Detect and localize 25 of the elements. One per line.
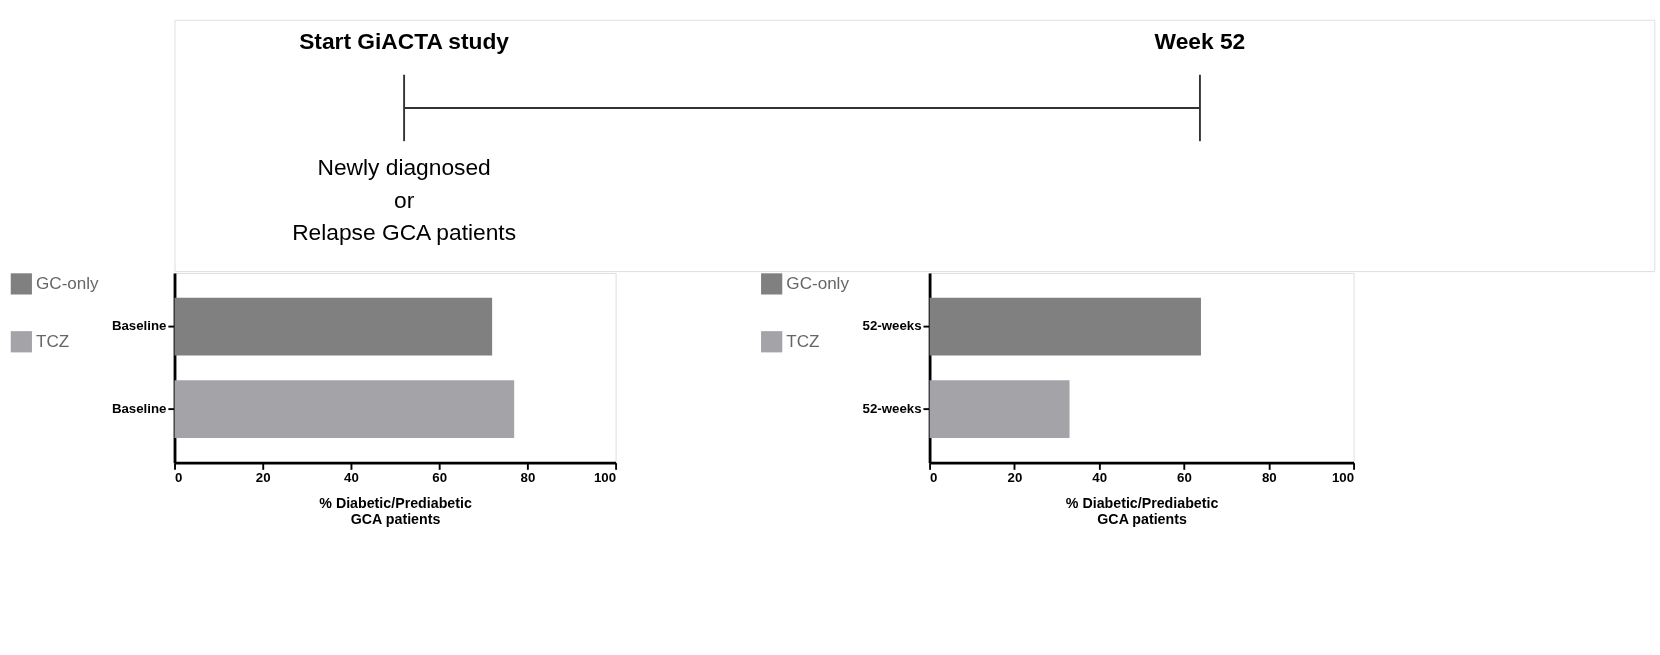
x-tick-label: 80 [520, 470, 536, 486]
x-tick-label: 40 [1092, 470, 1108, 486]
y-tick-label: Baseline [111, 318, 167, 334]
x-tick-label: 20 [1007, 470, 1023, 486]
x-tick-label: 20 [255, 470, 271, 486]
text: Week 52 [1154, 28, 1246, 55]
legend-label: TCZ [786, 331, 820, 351]
x-tick-label: 100 [593, 470, 617, 486]
x-tick-label: 80 [1261, 470, 1277, 486]
legend-label: GC-only [786, 273, 850, 293]
x-tick-label: 60 [1177, 470, 1192, 486]
y-tick-label: Baseline [111, 400, 167, 416]
y-tick-label: 52-weeks [862, 318, 922, 334]
x-tick-label: 40 [344, 470, 359, 486]
legend-label: TCZ [36, 331, 70, 351]
text: Newly diagnosed or Relapse GCA patients [292, 154, 517, 245]
x-axis-title: % Diabetic/Prediabetic GCA patients [1065, 494, 1219, 527]
legend-label: GC-only [36, 273, 100, 293]
text: Start GiACTA study [299, 28, 510, 55]
x-axis-title: % Diabetic/Prediabetic GCA patients [319, 494, 472, 527]
x-tick-label: 0 [175, 470, 183, 486]
x-tick-label: 100 [1331, 470, 1355, 486]
y-tick-label: 52-weeks [862, 400, 922, 416]
x-tick-label: 0 [930, 470, 938, 486]
x-tick-label: 60 [432, 470, 448, 486]
